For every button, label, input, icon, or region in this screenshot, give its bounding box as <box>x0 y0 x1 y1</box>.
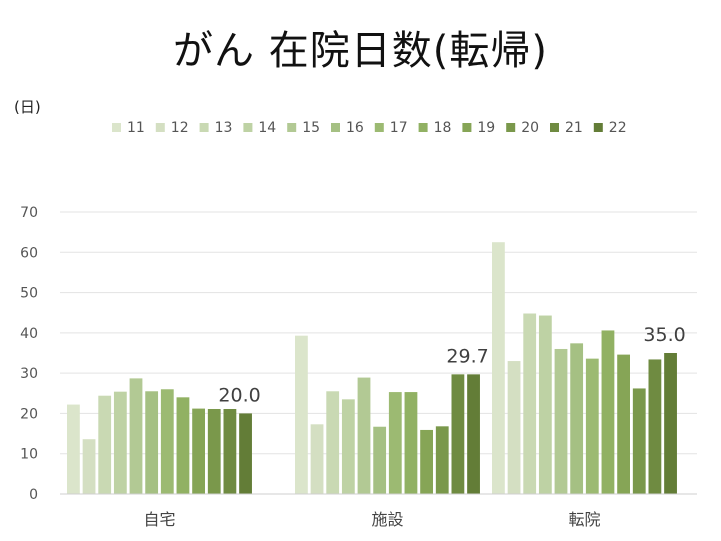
y-tick-label: 60 <box>20 245 38 261</box>
bar-施設-21 <box>451 374 465 494</box>
bar-施設-14 <box>341 399 355 494</box>
y-tick-label: 10 <box>20 447 38 463</box>
bar-自宅-15 <box>129 378 143 494</box>
bar-転院-17 <box>585 358 599 494</box>
y-axis-unit-label: (日) <box>14 98 41 116</box>
bar-施設-12 <box>310 424 324 494</box>
y-tick-label: 30 <box>20 366 38 382</box>
bar-自宅-17 <box>160 389 174 494</box>
legend-item-16: 16 <box>331 120 364 136</box>
legend-label: 11 <box>127 120 145 136</box>
bar-施設-20 <box>435 426 449 494</box>
bar-転院-14 <box>538 315 552 494</box>
legend-label: 17 <box>390 120 408 136</box>
bar-転院-16 <box>570 343 584 494</box>
bar-施設-15 <box>357 377 371 494</box>
bar-自宅-11 <box>67 404 80 494</box>
legend-swatch <box>506 123 516 132</box>
legend-swatch <box>462 123 472 132</box>
legend-swatch <box>593 123 603 132</box>
legend-item-14: 14 <box>243 120 276 136</box>
data-labels: 20.0 29.7 35.0 <box>218 324 685 406</box>
legend-swatch <box>287 123 297 132</box>
bar-転院-11 <box>492 242 505 494</box>
y-tick-label: 70 <box>20 205 38 221</box>
bar-施設-19 <box>420 429 433 494</box>
bar-転院-18 <box>601 330 615 494</box>
x-category-label: 自宅 <box>143 510 175 529</box>
chart-title: がん 在院日数(転帰) <box>173 28 548 74</box>
bar-転院-12 <box>507 361 521 494</box>
legend-swatch <box>112 123 121 132</box>
bar-施設-22 <box>467 374 480 494</box>
y-tick-label: 50 <box>20 286 38 302</box>
data-label: 20.0 <box>218 384 260 406</box>
legend-swatch <box>550 123 559 132</box>
data-label: 35.0 <box>643 324 685 346</box>
legend-label: 16 <box>346 120 364 136</box>
legend-item-17: 17 <box>374 120 408 136</box>
bar-転院-22 <box>664 353 677 494</box>
bar-施設-17 <box>388 392 402 494</box>
y-tick-label: 40 <box>20 326 38 342</box>
legend-label: 20 <box>521 120 539 136</box>
x-axis: 自宅 施設 転院 <box>60 493 697 529</box>
legend-item-18: 18 <box>418 120 452 136</box>
legend-item-20: 20 <box>506 120 539 136</box>
legend: 11 12 13 14 15 16 17 18 19 20 21 22 <box>112 120 627 136</box>
legend-item-22: 22 <box>593 120 627 136</box>
legend-item-13: 13 <box>199 120 233 136</box>
bar-転院-21 <box>648 359 662 494</box>
y-tick-label: 0 <box>29 487 38 503</box>
bar-自宅-20 <box>207 408 221 494</box>
legend-label: 22 <box>609 120 627 136</box>
legend-swatch <box>199 123 209 132</box>
bar-転院-19 <box>617 354 630 494</box>
data-label: 29.7 <box>446 345 488 367</box>
legend-swatch <box>243 123 253 132</box>
bar-施設-16 <box>373 426 387 494</box>
bar-転院-20 <box>632 388 646 494</box>
bar-自宅-21 <box>223 408 237 494</box>
bar-自宅-22 <box>239 413 252 494</box>
legend-label: 19 <box>477 120 495 136</box>
legend-label: 13 <box>215 120 233 136</box>
bar-転院-15 <box>554 348 568 494</box>
bar-施設-18 <box>404 392 418 494</box>
legend-label: 12 <box>171 120 189 136</box>
legend-swatch <box>331 123 340 132</box>
legend-label: 18 <box>434 120 452 136</box>
legend-item-15: 15 <box>287 120 320 136</box>
legend-swatch <box>155 123 165 132</box>
bar-自宅-12 <box>82 439 96 494</box>
legend-label: 21 <box>565 120 583 136</box>
bar-自宅-18 <box>176 397 190 494</box>
bar-series <box>67 242 677 494</box>
legend-label: 14 <box>258 120 276 136</box>
y-axis: 0 10 20 30 40 50 60 70 <box>20 205 38 503</box>
legend-swatch <box>418 123 428 132</box>
legend-item-12: 12 <box>155 120 189 136</box>
legend-swatch <box>374 123 384 132</box>
legend-label: 15 <box>302 120 320 136</box>
bar-施設-13 <box>326 391 340 494</box>
y-tick-label: 20 <box>20 406 38 422</box>
legend-item-19: 19 <box>462 120 495 136</box>
bar-自宅-13 <box>98 395 112 494</box>
bar-施設-11 <box>295 335 308 494</box>
legend-item-11: 11 <box>112 120 145 136</box>
bar-転院-13 <box>523 313 537 494</box>
bar-自宅-19 <box>192 408 205 494</box>
x-category-label: 施設 <box>371 510 403 529</box>
bar-自宅-16 <box>145 391 159 494</box>
x-category-label: 転院 <box>568 510 600 529</box>
bar-自宅-14 <box>113 391 127 494</box>
legend-item-21: 21 <box>550 120 583 136</box>
